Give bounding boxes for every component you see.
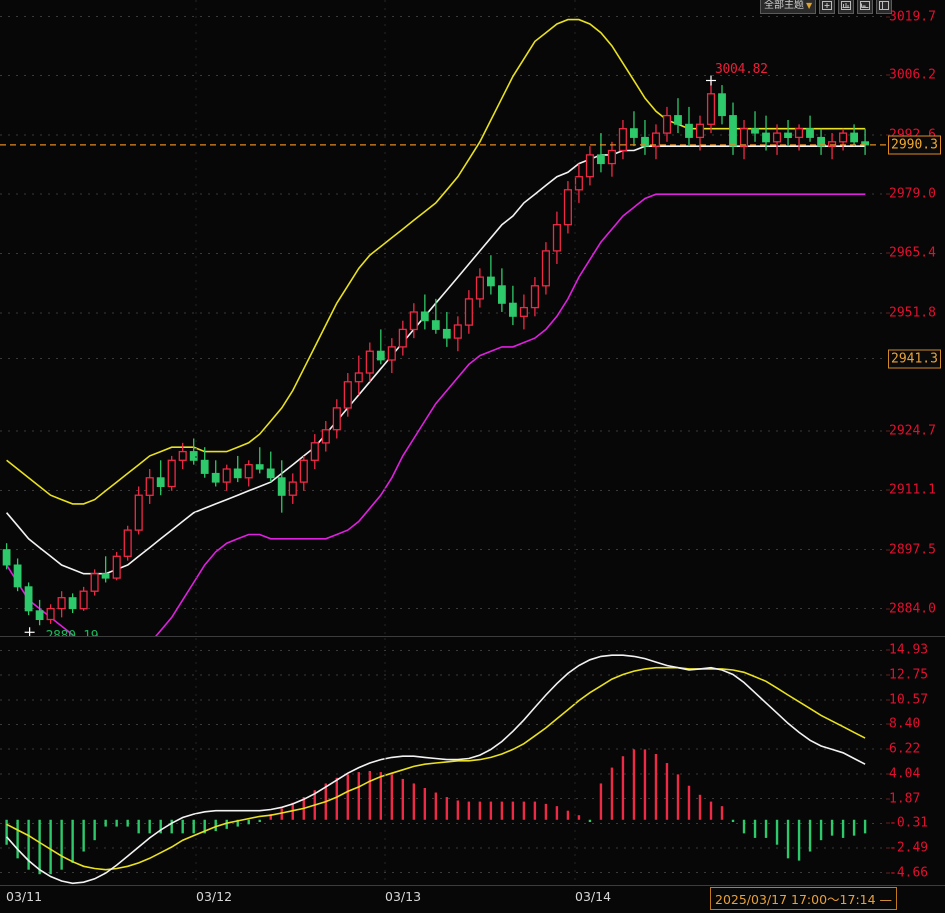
last-price-label: 2990.3 (888, 135, 941, 155)
axis-tick (886, 430, 890, 432)
axis-tick (886, 674, 890, 676)
compare-icon[interactable] (857, 0, 874, 14)
axis-tick (886, 74, 890, 76)
price-axis-label: 2924.7 (889, 423, 936, 439)
axis-tick (886, 872, 890, 874)
price-chart-panel[interactable]: 3004.82 2880.19 (0, 0, 886, 637)
time-range-label: 2025/03/17 17:00～17:14 — (710, 887, 898, 910)
axis-tick (886, 608, 890, 610)
price-axis-label: 3019.7 (889, 9, 936, 25)
axis-tick (886, 847, 890, 849)
theme-dropdown-label: 全部主题 (764, 0, 804, 11)
price-axis-label: 2951.8 (889, 305, 936, 321)
chevron-down-icon: ▼ (806, 0, 813, 10)
macd-axis-label: 1.87 (889, 791, 921, 807)
expand-icon[interactable] (876, 0, 893, 14)
macd-axis-label: 8.40 (889, 716, 921, 732)
axis-tick (886, 193, 890, 195)
fit-width-icon[interactable] (838, 0, 855, 14)
price-axis-label: 2965.4 (889, 245, 936, 261)
bottom-rule (0, 885, 945, 886)
axis-tick (886, 549, 890, 551)
chart-toolbar: 全部主题 ▼ (760, 0, 893, 14)
price-axis-label: 2911.1 (889, 482, 936, 498)
price-axis-label: 3006.2 (889, 67, 936, 83)
high-price-annotation: 3004.82 (715, 61, 768, 77)
macd-axis-label: -0.31 (889, 815, 929, 831)
macd-axis-label: 12.75 (889, 667, 929, 683)
macd-axis-label: 6.22 (889, 741, 921, 757)
axis-tick (886, 798, 890, 800)
axis-tick (886, 649, 890, 651)
price-axis[interactable]: 3019.73006.22992.62979.02965.42951.82941… (886, 0, 945, 637)
macd-axis-label: -2.49 (889, 840, 929, 856)
macd-canvas (0, 638, 886, 885)
axis-tick (886, 748, 890, 750)
cursor-price-label: 2941.3 (888, 349, 941, 369)
axis-tick (886, 699, 890, 701)
macd-axis-label: 14.93 (889, 642, 929, 658)
axis-tick (886, 16, 890, 18)
panel-divider (0, 636, 945, 637)
macd-axis-label: -4.66 (889, 865, 929, 881)
axis-tick (886, 134, 890, 136)
time-axis-label: 03/14 (575, 889, 612, 904)
macd-axis-label: 10.57 (889, 692, 929, 708)
axis-tick (886, 312, 890, 314)
low-price-annotation: 2880.19 (45, 629, 99, 637)
price-axis-label: 2897.5 (889, 542, 936, 558)
time-axis-label: 03/13 (385, 889, 422, 904)
macd-axis-label: 4.04 (889, 766, 921, 782)
axis-tick (886, 822, 890, 824)
crosshair-tool-icon[interactable] (819, 0, 836, 14)
macd-panel[interactable] (0, 638, 886, 885)
macd-axis[interactable]: 14.93 12.75 10.57 8.40 6.22 4.04 1.87 -0.31 -2.4… (886, 638, 945, 885)
price-axis-label: 2979.0 (889, 186, 936, 202)
time-axis: 2025/03/17 17:00～17:14 — 03/11 03/12 03/13… (0, 886, 945, 913)
axis-tick (886, 723, 890, 725)
price-axis-label: 2884.0 (889, 601, 936, 617)
axis-tick (886, 489, 890, 491)
axis-tick (886, 252, 890, 254)
price-chart-canvas (0, 0, 886, 637)
axis-tick (886, 773, 890, 775)
time-axis-label: 03/12 (196, 889, 233, 904)
theme-dropdown[interactable]: 全部主题 ▼ (760, 0, 817, 14)
time-axis-label: 03/11 (6, 889, 43, 904)
